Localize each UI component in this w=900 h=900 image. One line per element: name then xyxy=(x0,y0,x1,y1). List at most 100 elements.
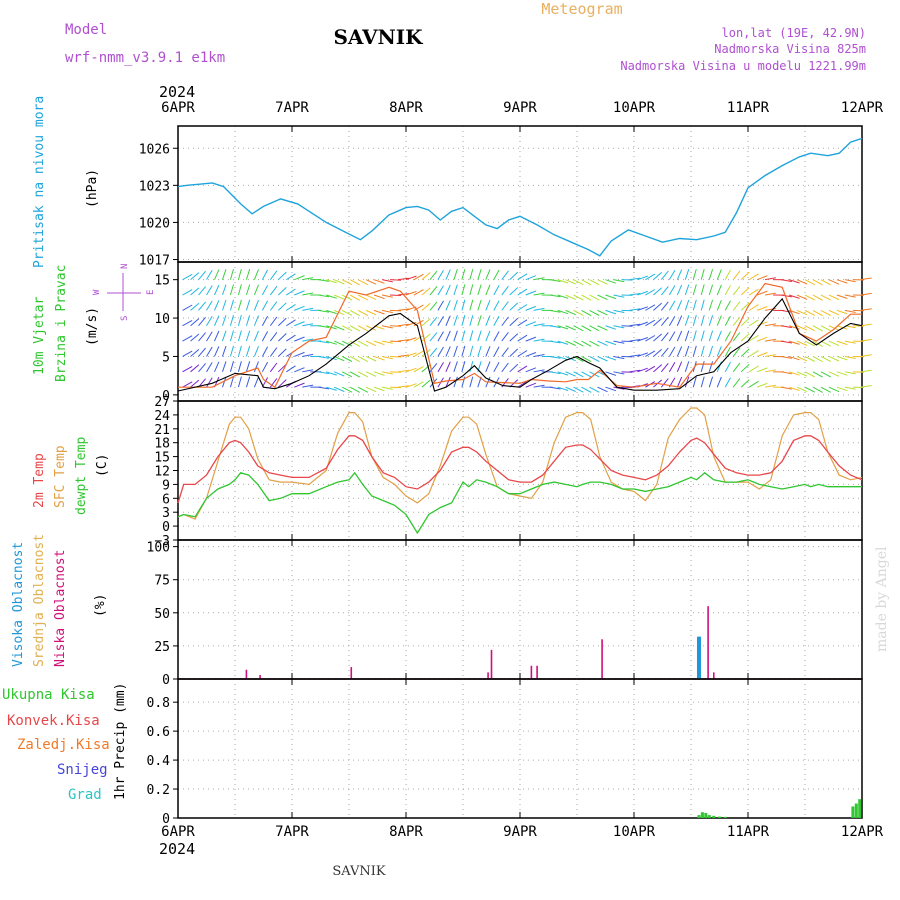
wind-barb xyxy=(740,317,750,327)
wind-barb xyxy=(756,321,768,327)
precip-bar xyxy=(704,812,708,818)
wind-barb xyxy=(557,325,569,330)
precip-ylabel: 1hr Precip (mm) xyxy=(113,683,128,800)
wind-barb xyxy=(253,300,259,311)
wind-barb xyxy=(413,381,424,388)
wind-barb xyxy=(756,352,768,357)
wind-barb xyxy=(445,315,451,326)
wind-barb xyxy=(221,376,227,388)
wind-barb xyxy=(812,325,823,332)
wind-barb xyxy=(437,331,444,342)
wind-barb xyxy=(660,286,669,296)
wind-barb xyxy=(708,269,714,280)
wind-barb xyxy=(820,356,831,362)
wind-barb xyxy=(390,386,402,389)
wind-barb xyxy=(517,350,528,357)
y-tick-label: 0.4 xyxy=(147,754,171,769)
wind-barb xyxy=(836,386,848,392)
wind-barb xyxy=(357,309,369,316)
day-label-bottom: 9APR xyxy=(503,824,537,840)
wind-barb xyxy=(629,323,641,327)
wind-barb xyxy=(341,294,353,301)
wind-barb xyxy=(708,361,714,372)
low-cloud-bar xyxy=(530,665,533,679)
wind-barb xyxy=(198,363,206,373)
wind-barb xyxy=(373,340,385,346)
wind-barb xyxy=(804,309,816,316)
wind-barb xyxy=(788,371,800,376)
wind-barb xyxy=(668,346,676,357)
wind-barb xyxy=(477,299,482,311)
wind-barb xyxy=(397,308,409,311)
wind-barb xyxy=(788,279,800,284)
wind-barb xyxy=(573,309,584,316)
wind-barb xyxy=(373,279,385,284)
wind-barb xyxy=(302,277,314,281)
wind-barb xyxy=(445,284,451,296)
wind-barb xyxy=(501,285,509,296)
wind-barb xyxy=(318,371,330,375)
wind-barb xyxy=(445,330,451,342)
wind-barb xyxy=(660,362,669,373)
wind-barb xyxy=(844,371,856,375)
wind-barb xyxy=(437,269,444,280)
wind-barb xyxy=(445,346,451,357)
wind-barb xyxy=(485,269,491,280)
wind-barb xyxy=(237,299,242,311)
wind-barb xyxy=(286,273,296,281)
wind-barb xyxy=(732,347,741,357)
wind-barb xyxy=(653,272,663,281)
wind-barb xyxy=(469,376,474,388)
wind-barb xyxy=(469,268,474,280)
wind-barb xyxy=(844,309,856,313)
day-label-bottom: 8APR xyxy=(389,824,423,840)
wind-barb xyxy=(549,371,561,375)
y-tick-label: 18 xyxy=(154,437,170,452)
wind-barb xyxy=(413,304,424,311)
wind-barb xyxy=(190,287,200,296)
wind-barb xyxy=(405,352,417,357)
wind-barb xyxy=(182,273,193,281)
precip-bar xyxy=(712,815,716,818)
wind-barb xyxy=(684,299,690,311)
compass-south: S xyxy=(120,316,130,321)
wind-barb xyxy=(365,294,377,301)
wind-barb xyxy=(421,302,431,311)
wind-barb xyxy=(229,330,234,342)
wind-barb xyxy=(844,355,856,359)
wind-barb xyxy=(637,275,648,281)
wind-barb xyxy=(229,315,234,326)
wind-barb xyxy=(708,376,714,388)
wind-barb xyxy=(413,289,424,296)
wind-barb xyxy=(676,315,683,326)
wind-barb xyxy=(237,284,242,296)
wind-barb xyxy=(525,352,537,357)
precip-bar xyxy=(697,815,701,818)
wind-barb xyxy=(261,300,269,311)
wind-barb xyxy=(429,347,438,357)
wind-barb xyxy=(349,279,361,286)
wind-barb xyxy=(748,319,759,327)
y-tick-label: 0.8 xyxy=(147,696,170,711)
wind-barb xyxy=(405,291,417,296)
wind-barb xyxy=(469,361,474,372)
y-tick-label: 15 xyxy=(154,274,170,289)
wind-barb xyxy=(229,361,234,372)
wind-barb xyxy=(676,300,683,311)
wind-barb xyxy=(485,315,491,326)
lonlat-label: lon,lat (19E, 42.9N) xyxy=(722,26,867,40)
wind-barb xyxy=(294,351,305,357)
pressure-line xyxy=(177,137,863,257)
wind-barb xyxy=(684,284,690,296)
legend-total-rain: Ukupna Kisa xyxy=(2,687,95,703)
wind-barb xyxy=(629,277,641,281)
wind-barb xyxy=(613,325,625,329)
wind-barb xyxy=(237,345,242,357)
low-cloud-bar xyxy=(490,649,493,679)
temp-unit: (C) xyxy=(95,454,110,477)
wind-barb xyxy=(277,271,287,281)
wind-barb xyxy=(653,348,663,357)
precip-bar xyxy=(700,812,704,818)
wind-barb xyxy=(804,356,816,362)
wind-barb xyxy=(373,309,385,315)
